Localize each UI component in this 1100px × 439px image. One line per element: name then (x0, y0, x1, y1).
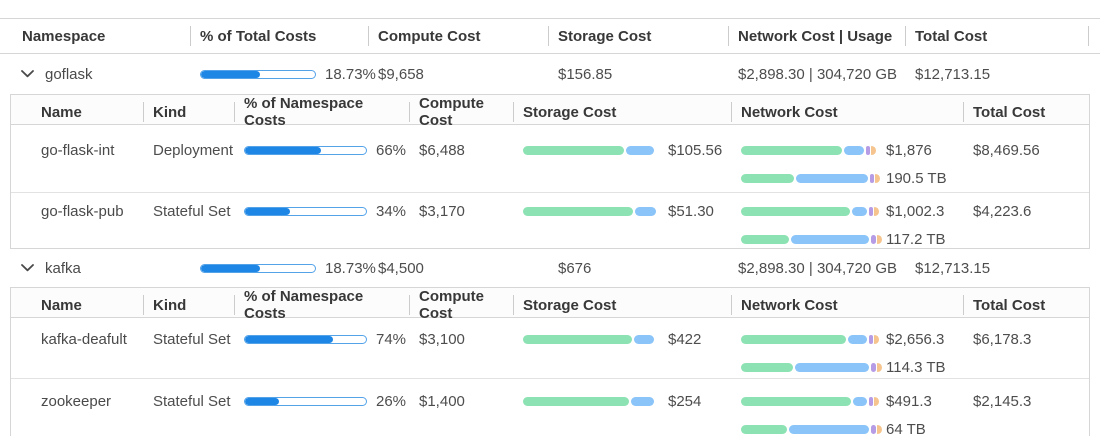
storage-cost-bar (523, 396, 659, 406)
col-header-pct-namespace: % of Namespace Costs (234, 288, 409, 322)
workload-table-goflask: Name Kind % of Namespace Costs Compute C… (10, 94, 1090, 249)
workload-total-cost: $2,145.3 (973, 392, 1032, 410)
col-header-name: Name (41, 296, 82, 314)
workload-name: zookeeper (41, 392, 112, 410)
ns-network-cost-usage: $2,898.30 | 304,720 GB (738, 65, 898, 83)
ns-total-cost: $12,713.15 (915, 65, 991, 83)
storage-cost-bar (523, 206, 659, 216)
pct-total-label: 18.73% (325, 65, 376, 83)
col-header-name: Name (41, 103, 82, 121)
col-header-network-cost: Network Cost | Usage (728, 19, 905, 53)
workload-row-go-flask-pub[interactable]: go-flask-pub Stateful Set 34% $3,170 $51… (11, 193, 1089, 249)
workload-total-cost: $6,178.3 (973, 330, 1032, 348)
ns-compute-cost: $4,500 (378, 259, 424, 277)
col-header-pct-namespace: % of Namespace Costs (234, 95, 409, 129)
workload-compute-cost: $1,400 (419, 392, 465, 410)
workload-total-cost: $8,469.56 (973, 141, 1040, 159)
col-header-compute-cost: Compute Cost (409, 95, 513, 129)
network-cost-bar (741, 396, 879, 406)
workload-table-kafka: Name Kind % of Namespace Costs Compute C… (10, 287, 1090, 438)
pct-namespace-label: 26% (376, 392, 407, 410)
workload-table-header: Name Kind % of Namespace Costs Compute C… (11, 94, 1089, 129)
pct-namespace-bar (244, 334, 367, 344)
col-header-storage-cost: Storage Cost (513, 288, 731, 322)
pct-namespace-bar (244, 396, 367, 406)
ns-total-cost: $12,713.15 (915, 259, 991, 277)
network-cost-bar (741, 206, 879, 216)
col-header-total-cost: Total Cost (963, 288, 1089, 322)
storage-cost-value: $422 (668, 330, 702, 348)
workload-compute-cost: $3,100 (419, 330, 465, 348)
network-usage-value: 117.2 TB (886, 230, 946, 248)
network-cost-value: $2,656.3 (886, 330, 945, 348)
network-usage-bar (741, 173, 881, 183)
network-usage-bar (741, 424, 882, 434)
pct-namespace-label: 34% (376, 202, 407, 220)
col-header-total-cost: Total Cost (905, 19, 1100, 53)
storage-cost-value: $105.56 (668, 141, 723, 159)
pct-namespace-bar (244, 145, 367, 155)
ns-compute-cost: $9,658 (378, 65, 424, 83)
workload-row-go-flask-int[interactable]: go-flask-int Deployment 66% $6,488 $105.… (11, 125, 1089, 193)
workload-name: go-flask-int (41, 141, 115, 159)
storage-cost-value: $51.30 (668, 202, 714, 220)
ns-network-cost-usage: $2,898.30 | 304,720 GB (738, 259, 898, 277)
pct-namespace-bar (244, 206, 367, 216)
col-header-total-cost: Total Cost (963, 95, 1089, 129)
workload-compute-cost: $6,488 (419, 141, 465, 159)
col-header-network-cost: Network Cost (731, 95, 963, 129)
network-cost-value: $1,002.3 (886, 202, 945, 220)
namespace-name: goflask (45, 65, 93, 83)
col-header-kind: Kind (143, 95, 234, 129)
namespace-name: kafka (45, 259, 81, 277)
col-header-compute-cost: Compute Cost (368, 19, 548, 53)
pct-namespace-label: 74% (376, 330, 407, 348)
workload-row-zookeeper[interactable]: zookeeper Stateful Set 26% $1,400 $254 $… (11, 379, 1089, 438)
ns-storage-cost: $676 (558, 259, 592, 277)
pct-total-label: 18.73% (325, 259, 376, 277)
network-usage-value: 64 TB (886, 420, 926, 438)
network-usage-value: 190.5 TB (886, 169, 947, 187)
pct-total-bar (200, 69, 316, 79)
workload-compute-cost: $3,170 (419, 202, 465, 220)
storage-cost-bar (523, 145, 659, 155)
namespace-row-goflask[interactable]: goflask 18.73% $9,658 $156.85 $2,898.30 … (0, 54, 1100, 94)
workload-name: go-flask-pub (41, 202, 124, 220)
namespace-row-kafka[interactable]: kafka 18.73% $4,500 $676 $2,898.30 | 304… (0, 249, 1100, 287)
workload-row-kafka-deafult[interactable]: kafka-deafult Stateful Set 74% $3,100 $4… (11, 318, 1089, 379)
storage-cost-value: $254 (668, 392, 702, 410)
workload-kind: Deployment (153, 141, 234, 159)
namespace-table-header: Namespace % of Total Costs Compute Cost … (0, 18, 1100, 54)
col-header-kind: Kind (143, 288, 234, 322)
workload-name: kafka-deafult (41, 330, 127, 348)
chevron-down-icon[interactable] (21, 264, 34, 272)
col-header-compute-cost: Compute Cost (409, 288, 513, 322)
ns-storage-cost: $156.85 (558, 65, 613, 83)
storage-cost-bar (523, 334, 659, 344)
network-usage-bar (741, 234, 882, 244)
col-header-storage-cost: Storage Cost (513, 95, 731, 129)
col-header-pct-total: % of Total Costs (190, 19, 368, 53)
pct-total-bar (200, 263, 316, 273)
col-header-namespace: Namespace (22, 27, 106, 45)
workload-total-cost: $4,223.6 (973, 202, 1032, 220)
network-usage-bar (741, 362, 882, 372)
workload-kind: Stateful Set (153, 330, 231, 348)
network-cost-bar (741, 145, 877, 155)
network-cost-value: $1,876 (886, 141, 932, 159)
col-header-storage-cost: Storage Cost (548, 19, 728, 53)
workload-kind: Stateful Set (153, 392, 231, 410)
col-header-network-cost: Network Cost (731, 288, 963, 322)
top-margin (0, 0, 1100, 18)
network-cost-value: $491.3 (886, 392, 932, 410)
network-cost-bar (741, 334, 879, 344)
network-usage-value: 114.3 TB (886, 358, 946, 376)
pct-namespace-label: 66% (376, 141, 407, 159)
workload-table-header: Name Kind % of Namespace Costs Compute C… (11, 287, 1089, 322)
workload-kind: Stateful Set (153, 202, 231, 220)
chevron-down-icon[interactable] (21, 70, 34, 78)
